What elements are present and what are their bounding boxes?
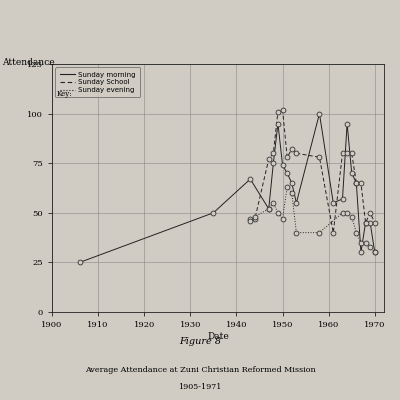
- Text: 1905-1971: 1905-1971: [178, 383, 222, 391]
- Text: Figure 8: Figure 8: [179, 338, 221, 346]
- Text: Average Attendance at Zuni Christian Reformed Mission: Average Attendance at Zuni Christian Ref…: [85, 366, 315, 374]
- Legend: Sunday morning, Sunday School, Sunday evening: Sunday morning, Sunday School, Sunday ev…: [56, 68, 140, 97]
- X-axis label: Date: Date: [207, 332, 229, 341]
- Text: Key:: Key:: [57, 90, 73, 98]
- Text: Attendance: Attendance: [2, 58, 55, 67]
